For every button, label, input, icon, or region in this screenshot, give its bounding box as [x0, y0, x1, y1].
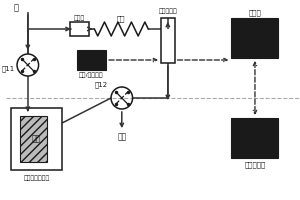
Text: 盘管: 盘管: [117, 16, 126, 22]
Text: 数据处理器: 数据处理器: [244, 162, 266, 168]
Text: 水: 水: [14, 3, 19, 12]
Bar: [70, 22, 89, 36]
Text: 阈12: 阈12: [95, 82, 108, 88]
Text: 废水: 废水: [117, 132, 126, 142]
Bar: [11, 108, 62, 170]
Bar: [20, 116, 47, 162]
Bar: [232, 18, 278, 58]
Text: 踠动泵: 踠动泵: [74, 15, 85, 21]
Bar: [232, 118, 278, 158]
Bar: [161, 18, 175, 63]
Text: 紫外/可见光源: 紫外/可见光源: [79, 72, 104, 78]
Text: 滤网: 滤网: [32, 134, 41, 144]
Text: 冷碱浸渍过程液: 冷碱浸渍过程液: [23, 175, 50, 181]
Text: 检测器: 检测器: [249, 10, 261, 16]
Bar: [77, 50, 106, 70]
Text: 阈11: 阈11: [2, 66, 15, 72]
Text: 石英比色猸: 石英比色猸: [158, 8, 177, 14]
